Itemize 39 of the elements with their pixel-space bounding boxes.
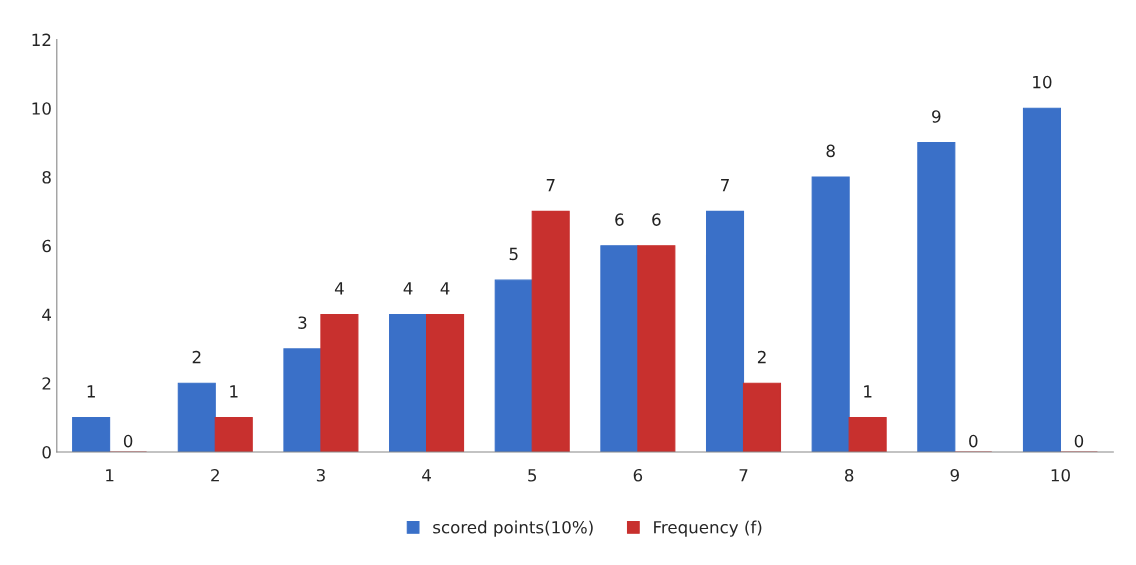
- legend-label: Frequency (f): [654, 520, 762, 537]
- x-tick-label: 4: [422, 469, 431, 482]
- data-label: 2: [192, 350, 201, 364]
- y-tick-label: 2: [42, 377, 51, 390]
- data-label: 2: [757, 350, 766, 364]
- x-tick-label: 8: [844, 468, 854, 482]
- data-label: 4: [334, 282, 344, 295]
- x-tick-label: 3: [316, 468, 325, 482]
- data-label: 7: [721, 179, 729, 192]
- x-tick-label: 5: [528, 469, 537, 482]
- y-tick-label: 8: [42, 171, 51, 184]
- x-tick-label: 2: [211, 468, 219, 482]
- y-tick-label: 4: [42, 308, 51, 321]
- x-tick-label: 9: [950, 468, 959, 482]
- data-label: 0: [1074, 434, 1084, 448]
- data-label: 5: [509, 247, 518, 261]
- data-label: 9: [932, 110, 941, 123]
- data-label: 1: [230, 385, 238, 398]
- y-tick-label: 0: [42, 445, 51, 459]
- x-tick-label: 1: [106, 469, 114, 482]
- data-label: 7: [546, 179, 555, 192]
- legend-label: scored points(10%): [433, 520, 593, 537]
- data-label: 3: [298, 316, 307, 329]
- data-label: 0: [123, 434, 133, 448]
- y-tick-label: 12: [32, 33, 51, 46]
- data-label: 6: [615, 213, 624, 226]
- data-label: 6: [652, 213, 661, 226]
- data-label: 10: [1033, 75, 1052, 89]
- x-tick-label: 7: [739, 469, 748, 482]
- data-label: 4: [440, 282, 450, 295]
- y-tick-label: 6: [42, 239, 51, 253]
- data-label: 0: [969, 434, 978, 448]
- x-tick-label: 10: [1051, 468, 1070, 482]
- data-label: 1: [87, 385, 95, 398]
- data-label: 4: [403, 282, 413, 295]
- data-label: 1: [864, 385, 872, 398]
- y-tick-label: 10: [32, 102, 51, 115]
- data-label: 8: [826, 144, 835, 158]
- x-tick-label: 6: [633, 468, 643, 482]
